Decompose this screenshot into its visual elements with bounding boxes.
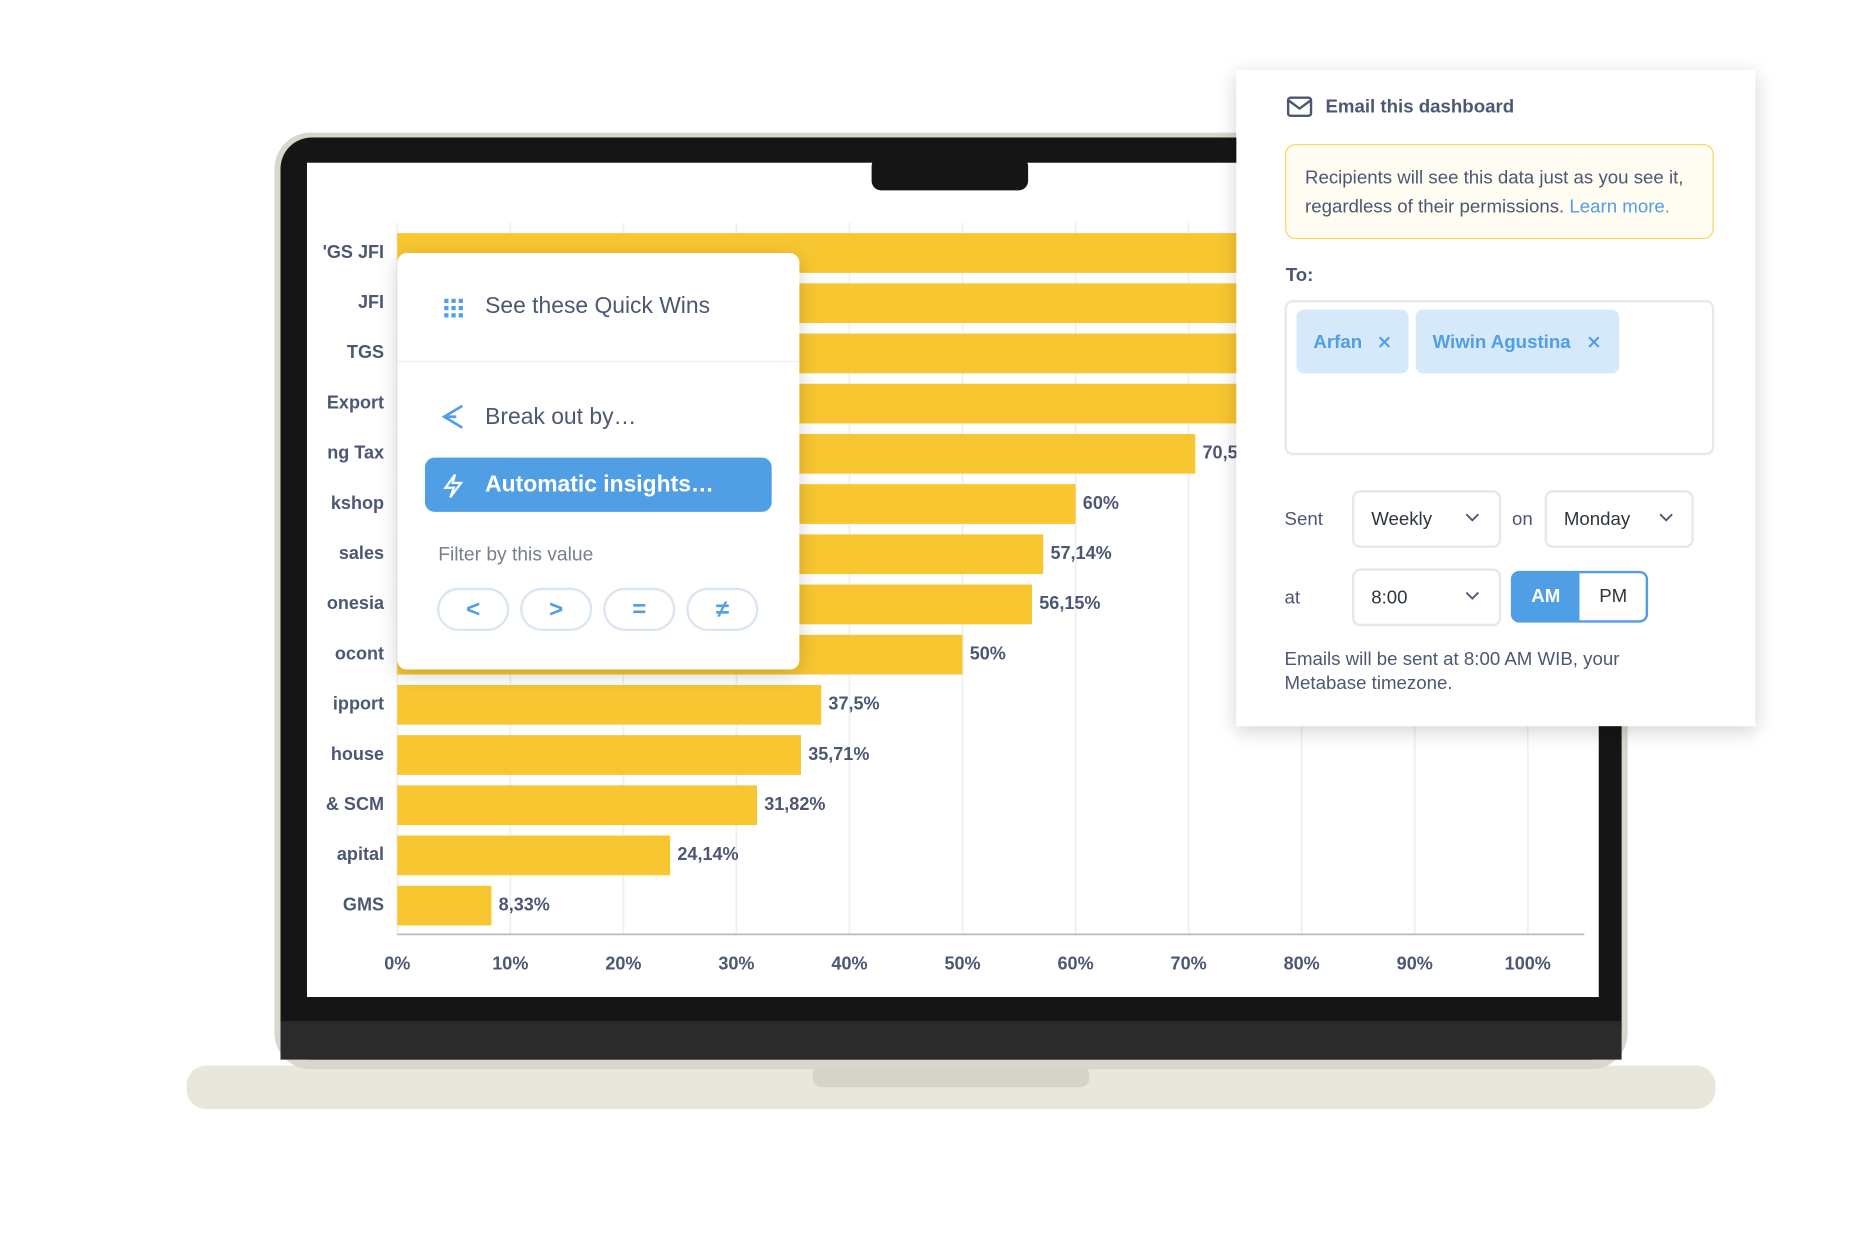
chevron (1465, 591, 1480, 600)
value-label: 24,14% (677, 844, 738, 864)
y-tick-label: TGS (347, 342, 384, 362)
panel-title: Email this dashboard (1325, 95, 1514, 116)
y-tick-label: onesia (327, 593, 385, 613)
footer-text: Metabase timezone. (1285, 672, 1453, 693)
value-label: 8,33% (499, 894, 550, 914)
at-label: at (1285, 586, 1301, 607)
insights-button[interactable] (424, 457, 772, 512)
y-tick-label: ocont (335, 643, 384, 663)
frequency-select[interactable] (1351, 490, 1502, 548)
value-label: 56,15% (1039, 593, 1100, 613)
recipient-name: Wiwin Agustina (1433, 331, 1572, 352)
filter-button[interactable] (437, 587, 510, 632)
x-tick-label: 0% (384, 953, 410, 973)
camera-notch (871, 156, 1029, 191)
x-tick-label: 70% (1171, 953, 1207, 973)
laptop-notch (812, 1065, 1090, 1088)
value-label: 50% (970, 643, 1006, 663)
filter-button[interactable] (520, 587, 593, 632)
notice-text: Recipients will see this data just as yo… (1305, 166, 1684, 187)
value-label: 37,5% (828, 694, 879, 714)
filter-label: < (466, 596, 480, 623)
filter-label: = (632, 596, 646, 623)
to-label: To: (1286, 264, 1314, 285)
value-label: 57,14% (1050, 543, 1111, 563)
bar (397, 684, 822, 725)
notice (1285, 144, 1714, 240)
select-value: 8:00 (1371, 586, 1407, 607)
email-panel: Email this dashboard Recipients will see… (1236, 70, 1756, 727)
y-tick-label: GMS (343, 894, 384, 914)
recipient-name: Arfan (1313, 331, 1362, 352)
y-tick-label: Export (327, 392, 384, 412)
y-tick-label: kshop (331, 493, 384, 513)
y-tick-label: apital (337, 844, 384, 864)
chevron (1465, 513, 1480, 522)
x-tick-label: 30% (718, 953, 754, 973)
y-tick-label: 'GS JFI (323, 242, 384, 262)
grid-icon (444, 298, 463, 318)
value-label: 35,71% (808, 744, 869, 764)
time-select[interactable] (1351, 568, 1502, 627)
pm-label[interactable]: PM (1599, 585, 1627, 606)
popover: See these Quick Wins Break out by… Autom… (397, 253, 800, 670)
recipient-chip (1296, 309, 1409, 374)
footer-text: Emails will be sent at 8:00 AM WIB, your (1285, 648, 1620, 669)
remove-icon[interactable] (1378, 336, 1391, 348)
bar (397, 835, 671, 876)
notice-text: regardless of their permissions. (1305, 195, 1564, 216)
y-tick-label: JFI (358, 292, 384, 312)
x-tick-label: 50% (944, 953, 980, 973)
bezel-bottom (280, 1021, 1622, 1060)
x-tick-label: 10% (492, 953, 528, 973)
filter-label: > (549, 596, 563, 623)
y-tick-label: house (331, 744, 384, 764)
recipient-chip (1415, 309, 1620, 374)
x-tick-label: 40% (831, 953, 867, 973)
value-label: 31,82% (764, 794, 825, 814)
filter-title: Filter by this value (438, 544, 593, 565)
x-tick-label: 60% (1058, 953, 1094, 973)
sent-label: Sent (1285, 508, 1324, 529)
bar (397, 735, 801, 775)
bolt-icon (443, 473, 464, 499)
value-label: 60% (1083, 493, 1119, 513)
filter-label: ≠ (716, 596, 729, 623)
notice-text: regardless of their permissions. Learn m… (1305, 195, 1670, 216)
select-value: Weekly (1371, 508, 1432, 529)
x-tick-label: 90% (1397, 953, 1433, 973)
filter-button[interactable] (686, 587, 759, 632)
am-label[interactable]: AM (1531, 585, 1560, 606)
bar (397, 785, 757, 826)
filter-buttons: < > = ≠ (437, 587, 759, 632)
y-tick-label: & SCM (326, 794, 384, 814)
x-tick-label: 100% (1505, 953, 1551, 973)
am-button[interactable] (1512, 572, 1580, 622)
chevron (1659, 513, 1673, 522)
y-tick-label: sales (339, 543, 384, 563)
bar (397, 885, 492, 926)
day-select[interactable] (1544, 490, 1694, 548)
menu-item[interactable]: Break out by… (485, 403, 636, 429)
x-tick-label: 20% (605, 953, 641, 973)
mail-icon-flap (1287, 99, 1312, 111)
y-tick-label: ng Tax (327, 443, 384, 463)
learn-more-link[interactable]: Learn more. (1569, 195, 1670, 216)
breakout-icon (441, 404, 463, 429)
on-label: on (1512, 508, 1533, 529)
remove-icon[interactable] (1588, 336, 1600, 348)
menu-item[interactable]: See these Quick Wins (485, 292, 710, 318)
filter-button[interactable] (603, 587, 676, 632)
y-tick-label: ipport (333, 694, 384, 714)
menu-item[interactable]: Automatic insights… (485, 470, 714, 496)
x-tick-label: 80% (1284, 953, 1320, 973)
select-value: Monday (1564, 508, 1631, 529)
mail-icon (1286, 96, 1313, 117)
